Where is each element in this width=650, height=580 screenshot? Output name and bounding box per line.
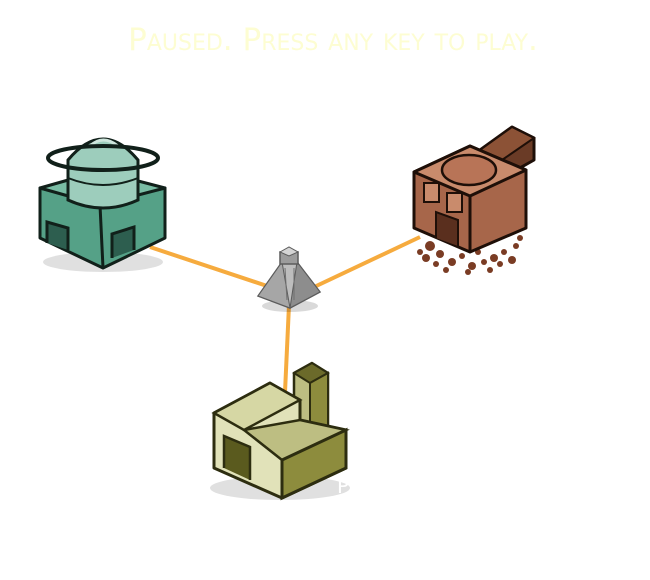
factory-icon[interactable] [210, 361, 350, 501]
paused-banner: Paused. Press any key to play. [128, 22, 538, 58]
clay-foundry-icon[interactable] [412, 125, 536, 275]
connection-line-factory [283, 304, 291, 393]
connection-line-dome [149, 245, 277, 291]
factory-label: Pl [337, 474, 351, 498]
connection-lines [149, 235, 421, 393]
domed-base-icon[interactable] [38, 137, 167, 272]
crystal-hub-icon[interactable] [256, 246, 322, 312]
connection-line-foundry [311, 235, 421, 290]
